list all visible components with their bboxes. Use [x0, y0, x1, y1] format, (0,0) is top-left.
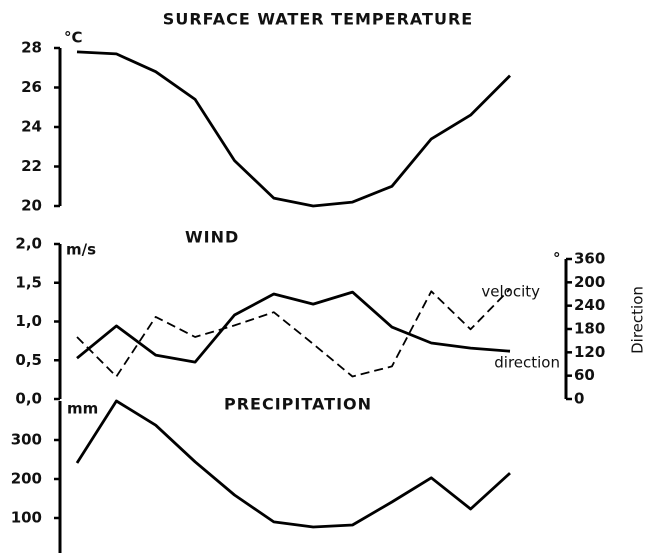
y2-axis-label: ° — [553, 250, 561, 268]
series-label: velocity — [481, 283, 540, 301]
y-tick-label: 28 — [21, 39, 42, 57]
y2-tick-label: 360 — [574, 250, 605, 268]
y2-tick-label: 60 — [574, 366, 595, 384]
y-tick-label: 2,0 — [15, 235, 42, 253]
y2-tick-label: 240 — [574, 296, 605, 314]
y-tick-label: 100 — [11, 509, 42, 527]
y-tick-label: 0,5 — [15, 351, 42, 369]
y-tick-label: 24 — [21, 118, 42, 136]
series-line — [76, 290, 511, 364]
y-tick-label: 1,0 — [15, 312, 42, 330]
y-tick-label: 20 — [21, 197, 42, 215]
y-tick-label: 300 — [11, 431, 42, 449]
panel-title: PRECIPITATION — [224, 395, 372, 414]
y-axis-label: m/s — [66, 241, 96, 259]
y2-tick-label: 180 — [574, 320, 605, 338]
y2-axis-title: Direction — [629, 286, 647, 354]
y-axis-label: °C — [64, 29, 83, 47]
series-line — [76, 50, 511, 208]
y-tick-label: 26 — [21, 78, 42, 96]
series-line — [76, 288, 511, 378]
y-tick-label: 1,5 — [15, 273, 42, 291]
y-tick-label: 200 — [11, 470, 42, 488]
series-line — [75, 399, 511, 529]
y-tick-label: 0,0 — [15, 390, 42, 408]
y2-tick-label: 200 — [574, 273, 605, 291]
panel-title: WIND — [185, 228, 239, 247]
y-tick-label: 22 — [21, 157, 42, 175]
series-label: direction — [494, 354, 560, 372]
y-axis-label: mm — [67, 400, 98, 418]
panel-title: SURFACE WATER TEMPERATURE — [163, 10, 473, 29]
y2-tick-label: 120 — [574, 343, 605, 361]
y2-tick-label: 0 — [574, 390, 584, 408]
